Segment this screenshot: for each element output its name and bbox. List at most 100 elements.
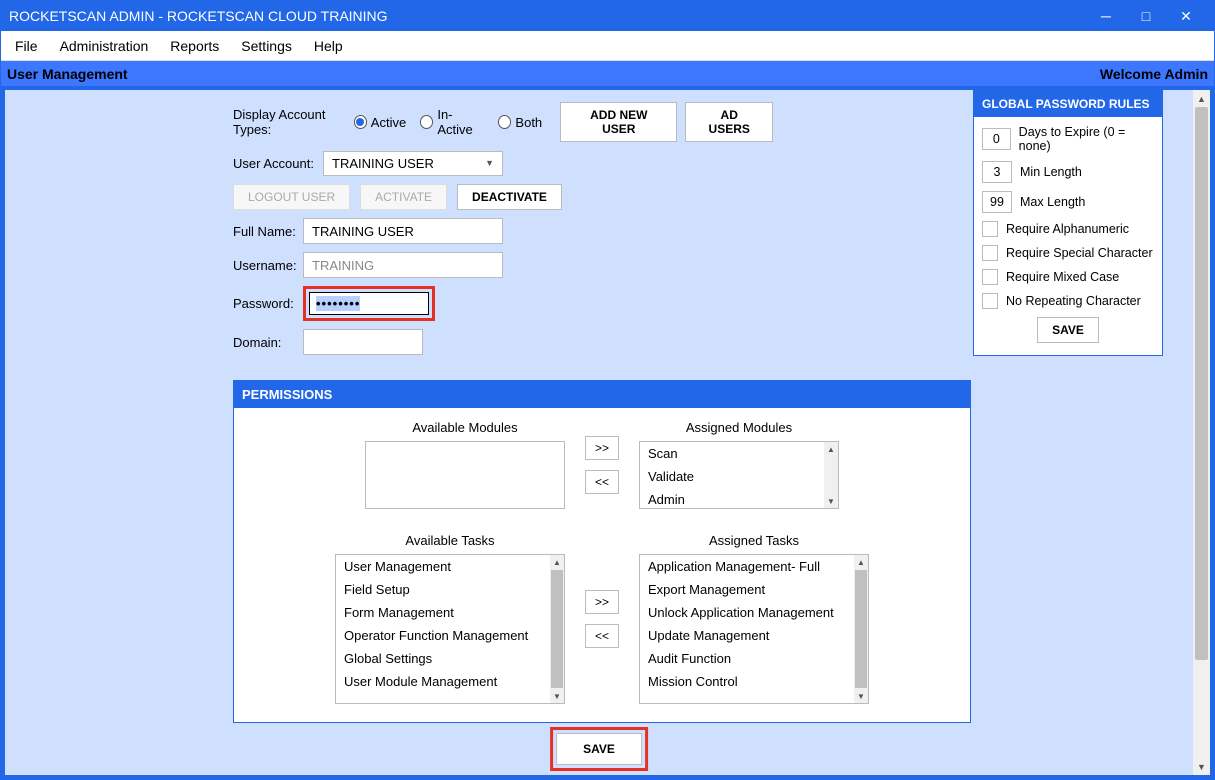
password-highlight: •••••••• xyxy=(303,286,435,321)
menu-settings[interactable]: Settings xyxy=(231,34,302,58)
full-name-label: Full Name: xyxy=(233,224,303,239)
assigned-modules-label: Assigned Modules xyxy=(686,420,792,435)
list-item[interactable]: Unlock Application Management xyxy=(640,601,854,624)
bottom-save-highlight: SAVE xyxy=(550,727,648,771)
list-item[interactable]: Scan xyxy=(640,442,824,465)
menu-reports[interactable]: Reports xyxy=(160,34,229,58)
content-outer: Display Account Types: Active In-Active … xyxy=(1,86,1214,779)
scroll-down-icon[interactable]: ▼ xyxy=(854,689,868,703)
list-item[interactable]: Validate xyxy=(640,465,824,488)
user-account-dropdown[interactable]: TRAINING USER ▼ xyxy=(323,151,503,176)
modules-move-right-button[interactable]: >> xyxy=(585,436,619,460)
available-modules-label: Available Modules xyxy=(412,420,517,435)
maximize-button[interactable]: □ xyxy=(1126,1,1166,31)
menubar: File Administration Reports Settings Hel… xyxy=(1,31,1214,61)
require-special-checkbox[interactable] xyxy=(982,245,998,261)
password-rules-panel: GLOBAL PASSWORD RULES 0 Days to Expire (… xyxy=(973,90,1163,356)
no-repeating-checkbox[interactable] xyxy=(982,293,998,309)
scroll-up-icon[interactable]: ▲ xyxy=(550,555,564,569)
ad-users-button[interactable]: AD USERS xyxy=(685,102,773,142)
user-form: Display Account Types: Active In-Active … xyxy=(233,102,773,363)
minimize-button[interactable]: ─ xyxy=(1086,1,1126,31)
scroll-down-icon[interactable]: ▼ xyxy=(550,689,564,703)
list-item[interactable]: Mission Control xyxy=(640,670,854,693)
scroll-up-icon[interactable]: ▲ xyxy=(1193,90,1210,107)
list-item[interactable]: Update Management xyxy=(640,624,854,647)
radio-active-label: Active xyxy=(371,115,406,130)
add-new-user-button[interactable]: ADD NEW USER xyxy=(560,102,677,142)
user-account-label: User Account: xyxy=(233,156,323,171)
activate-button: ACTIVATE xyxy=(360,184,447,210)
password-label: Password: xyxy=(233,296,303,311)
app-window: ROCKETSCAN ADMIN - ROCKETSCAN CLOUD TRAI… xyxy=(0,0,1215,780)
list-item[interactable]: Operator Function Management xyxy=(336,624,550,647)
scroll-up-icon[interactable]: ▲ xyxy=(824,442,838,456)
no-repeating-label: No Repeating Character xyxy=(1006,294,1141,308)
require-alphanumeric-checkbox[interactable] xyxy=(982,221,998,237)
content: Display Account Types: Active In-Active … xyxy=(5,90,1210,775)
user-account-value: TRAINING USER xyxy=(332,156,485,171)
tasks-move-left-button[interactable]: << xyxy=(585,624,619,648)
titlebar: ROCKETSCAN ADMIN - ROCKETSCAN CLOUD TRAI… xyxy=(1,1,1214,31)
scroll-up-icon[interactable]: ▲ xyxy=(854,555,868,569)
available-tasks-label: Available Tasks xyxy=(405,533,494,548)
list-item[interactable]: Audit Function xyxy=(640,647,854,670)
full-name-input[interactable]: TRAINING USER xyxy=(303,218,503,244)
scroll-down-icon[interactable]: ▼ xyxy=(1193,758,1210,775)
permissions-panel: PERMISSIONS Available Modules >> xyxy=(233,380,971,723)
assigned-modules-listbox[interactable]: Scan Validate Admin ▲ ▼ xyxy=(639,441,839,509)
radio-inactive-label: In-Active xyxy=(437,107,484,137)
window-title: ROCKETSCAN ADMIN - ROCKETSCAN CLOUD TRAI… xyxy=(9,8,1086,24)
max-length-label: Max Length xyxy=(1020,195,1085,209)
tasks-move-right-button[interactable]: >> xyxy=(585,590,619,614)
modules-move-left-button[interactable]: << xyxy=(585,470,619,494)
list-item[interactable]: Export Management xyxy=(640,578,854,601)
password-input[interactable]: •••••••• xyxy=(309,292,429,315)
domain-input[interactable] xyxy=(303,329,423,355)
list-item[interactable]: User Management xyxy=(336,555,550,578)
subheader: User Management Welcome Admin xyxy=(1,61,1214,86)
menu-help[interactable]: Help xyxy=(304,34,353,58)
content-scrollbar[interactable]: ▲ ▼ xyxy=(1193,90,1210,775)
require-mixed-checkbox[interactable] xyxy=(982,269,998,285)
listbox-scrollbar[interactable]: ▲ ▼ xyxy=(854,555,868,703)
radio-both[interactable] xyxy=(498,115,511,129)
max-length-input[interactable]: 99 xyxy=(982,191,1012,213)
list-item[interactable]: Global Settings xyxy=(336,647,550,670)
username-input[interactable]: TRAINING xyxy=(303,252,503,278)
save-button[interactable]: SAVE xyxy=(556,733,642,765)
list-item[interactable]: Form Management xyxy=(336,601,550,624)
scrollbar-thumb[interactable] xyxy=(1195,107,1208,660)
username-label: Username: xyxy=(233,258,303,273)
menu-file[interactable]: File xyxy=(5,34,48,58)
list-item[interactable]: User Module Management xyxy=(336,670,550,693)
require-special-label: Require Special Character xyxy=(1006,246,1153,260)
listbox-scrollbar[interactable]: ▲ ▼ xyxy=(550,555,564,703)
close-button[interactable]: ✕ xyxy=(1166,1,1206,31)
deactivate-button[interactable]: DEACTIVATE xyxy=(457,184,562,210)
available-modules-listbox[interactable] xyxy=(365,441,565,509)
listbox-scrollbar[interactable]: ▲ ▼ xyxy=(824,442,838,508)
days-expire-label: Days to Expire (0 = none) xyxy=(1019,125,1154,153)
available-tasks-listbox[interactable]: User Management Field Setup Form Managem… xyxy=(335,554,565,704)
assigned-tasks-listbox[interactable]: Application Management- Full Export Mana… xyxy=(639,554,869,704)
assigned-tasks-label: Assigned Tasks xyxy=(709,533,799,548)
days-expire-input[interactable]: 0 xyxy=(982,128,1011,150)
radio-inactive[interactable] xyxy=(420,115,433,129)
scroll-area: Display Account Types: Active In-Active … xyxy=(5,90,1193,775)
rules-save-button[interactable]: SAVE xyxy=(1037,317,1099,343)
logout-user-button: LOGOUT USER xyxy=(233,184,350,210)
scroll-down-icon[interactable]: ▼ xyxy=(824,494,838,508)
password-rules-header: GLOBAL PASSWORD RULES xyxy=(974,91,1162,117)
menu-administration[interactable]: Administration xyxy=(50,34,159,58)
list-item[interactable]: Application Management- Full xyxy=(640,555,854,578)
radio-both-label: Both xyxy=(515,115,542,130)
list-item[interactable]: Admin xyxy=(640,488,824,508)
welcome-text: Welcome Admin xyxy=(1100,66,1208,82)
list-item[interactable]: Field Setup xyxy=(336,578,550,601)
min-length-label: Min Length xyxy=(1020,165,1082,179)
radio-active[interactable] xyxy=(354,115,367,129)
page-title: User Management xyxy=(7,66,1100,82)
domain-label: Domain: xyxy=(233,335,303,350)
min-length-input[interactable]: 3 xyxy=(982,161,1012,183)
